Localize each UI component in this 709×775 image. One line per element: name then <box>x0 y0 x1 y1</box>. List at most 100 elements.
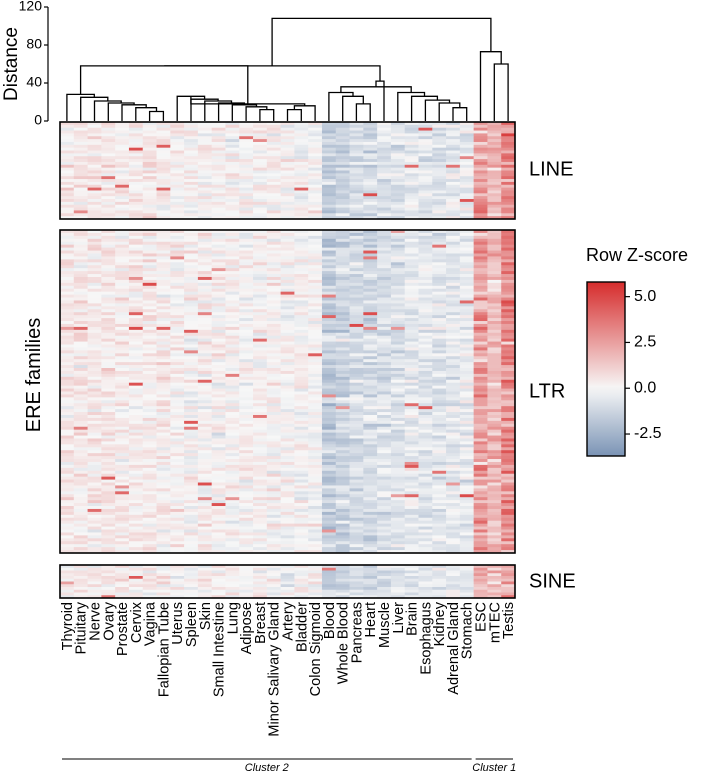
heatmap-cell <box>266 268 282 272</box>
heatmap-cell <box>487 576 502 580</box>
heatmap-cell <box>294 578 309 582</box>
heatmap-cell <box>487 464 502 469</box>
heatmap-cell <box>294 335 309 340</box>
heatmap-cell <box>87 230 102 234</box>
heatmap-cell <box>308 274 323 278</box>
heatmap-cell <box>170 544 185 548</box>
heatmap-cell <box>501 412 516 416</box>
heatmap-cell <box>363 238 378 243</box>
heatmap-cell <box>156 576 171 580</box>
heatmap-cell <box>473 244 488 249</box>
heatmap-cell <box>115 321 130 325</box>
heatmap-cell <box>266 514 282 519</box>
heatmap-cell <box>266 164 282 169</box>
heatmap-cell <box>197 409 213 413</box>
heatmap-cell <box>101 201 116 206</box>
heatmap-cell <box>266 359 282 363</box>
heatmap-cell <box>184 476 199 480</box>
heatmap-cell <box>142 167 157 171</box>
heatmap-cell <box>501 297 516 301</box>
heatmap-cell <box>446 447 461 451</box>
heatmap-cell <box>142 397 157 401</box>
heatmap-cell <box>321 573 337 577</box>
heatmap-cell <box>73 130 88 134</box>
heatmap-cell <box>128 303 144 307</box>
heatmap-cell <box>156 265 171 269</box>
heatmap-cell <box>101 235 116 240</box>
heatmap-cell <box>239 335 254 340</box>
heatmap-cell <box>239 291 254 295</box>
heatmap-cell <box>142 373 157 378</box>
heatmap-cell <box>253 259 268 263</box>
heatmap-cell <box>404 130 419 134</box>
heatmap-cell <box>184 309 199 313</box>
heatmap-cell <box>294 170 309 174</box>
heatmap-cell <box>128 565 144 569</box>
heatmap-cell <box>390 379 406 384</box>
heatmap-cell <box>211 514 226 519</box>
dendrogram-branch <box>342 95 364 121</box>
heatmap-cell <box>197 511 213 516</box>
heatmap-cell <box>211 256 226 260</box>
heatmap-cell <box>101 276 116 281</box>
heatmap-cell <box>170 535 185 539</box>
heatmap-cell <box>459 547 475 551</box>
heatmap-cell <box>446 511 461 516</box>
heatmap-cell <box>170 285 185 290</box>
heatmap-cell <box>294 370 309 375</box>
heatmap-cell <box>101 397 116 401</box>
heatmap-cell <box>363 161 378 166</box>
heatmap-cell <box>335 288 350 293</box>
heatmap-cell <box>128 353 144 357</box>
heatmap-cell <box>170 259 185 263</box>
heatmap-cell <box>321 429 337 434</box>
heatmap-cell <box>404 147 419 151</box>
heatmap-cell <box>211 136 226 140</box>
heatmap-cell <box>73 547 88 551</box>
heatmap-cell <box>239 318 254 322</box>
heatmap-cell <box>142 426 157 431</box>
heatmap-cell <box>294 464 309 469</box>
heatmap-cell <box>459 368 475 372</box>
heatmap-cell <box>225 362 240 366</box>
heatmap-cell <box>128 488 144 492</box>
heatmap-cell <box>60 523 75 527</box>
heatmap-cell <box>473 130 488 134</box>
heatmap-cell <box>404 279 419 284</box>
heatmap-cell <box>101 385 116 389</box>
heatmap-cell <box>308 150 323 154</box>
heatmap-cell <box>446 150 461 154</box>
heatmap-cell <box>239 470 254 475</box>
heatmap-cell <box>446 382 461 387</box>
heatmap-cell <box>349 506 364 510</box>
heatmap-cell <box>363 535 378 539</box>
heatmap-cell <box>225 271 240 275</box>
heatmap-cell <box>308 306 323 310</box>
heatmap-cell <box>211 453 226 457</box>
heatmap-cell <box>404 210 419 214</box>
heatmap-cell <box>170 235 185 240</box>
heatmap-cell <box>115 193 130 197</box>
heatmap-cell <box>156 315 171 319</box>
heatmap-cell <box>501 356 516 360</box>
heatmap-cell <box>418 244 433 249</box>
heatmap-cell <box>349 136 364 140</box>
heatmap-cell <box>197 426 213 431</box>
heatmap-cell <box>87 350 102 354</box>
heatmap-cell <box>197 379 213 384</box>
heatmap-cell <box>473 578 488 582</box>
heatmap-cell <box>87 271 102 275</box>
heatmap-cell <box>156 282 171 287</box>
heatmap-cell <box>432 167 447 171</box>
heatmap-cell <box>184 461 199 466</box>
heatmap-cell <box>432 435 447 439</box>
heatmap-cell <box>487 517 502 522</box>
heatmap-cell <box>321 164 337 169</box>
heatmap-cell <box>142 256 157 260</box>
heatmap-cell <box>170 385 185 389</box>
heatmap-cell <box>128 503 144 507</box>
heatmap-cell <box>142 235 157 240</box>
heatmap-cell <box>335 253 350 257</box>
heatmap-cell <box>432 506 447 510</box>
heatmap-cell <box>115 312 130 316</box>
